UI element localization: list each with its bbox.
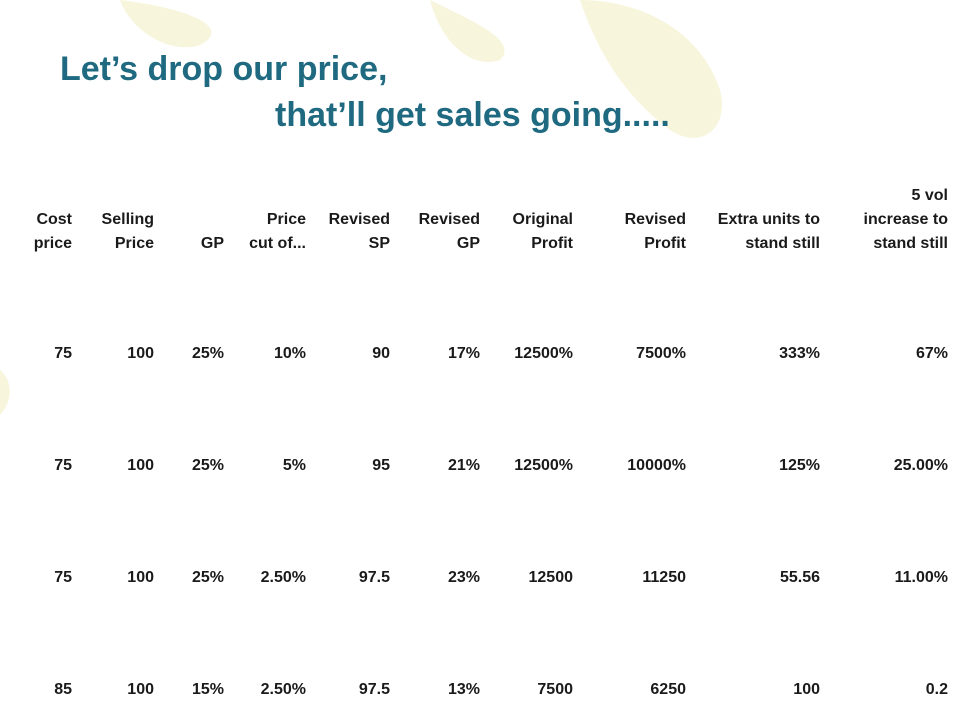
decor-leaf-top-left xyxy=(120,0,212,48)
table-cell: 75 xyxy=(54,457,72,474)
decor-leaf-left-edge xyxy=(0,370,10,415)
table-cell: 97.5 xyxy=(358,681,390,698)
table-cell: 100 xyxy=(127,681,154,698)
table-cell: 2.50% xyxy=(260,681,306,698)
table-cell: 21% xyxy=(447,457,480,474)
table-cell: 7500 xyxy=(537,681,573,698)
table-cell: 2.50% xyxy=(260,569,306,586)
table-cell: 100 xyxy=(793,681,820,698)
header-revised-profit: Revised Profit xyxy=(624,211,686,252)
table-cell: 17% xyxy=(447,345,480,362)
decor-leaf-top-right xyxy=(580,0,722,138)
table-cell: 125% xyxy=(779,457,820,474)
table-cell: 100 xyxy=(127,569,154,586)
header-selling-price: Selling Price xyxy=(101,211,154,252)
table-cell: 25% xyxy=(191,345,224,362)
table-cell: 11.00% xyxy=(894,569,948,586)
table-cell: 55.56 xyxy=(779,569,820,586)
table-cell: 7500% xyxy=(636,345,686,362)
table-cell: 6250 xyxy=(650,681,686,698)
table-cell: 23% xyxy=(447,569,480,586)
header-original-profit: Original Profit xyxy=(512,211,573,252)
table-cell: 11250 xyxy=(642,569,686,586)
table-cell: 75 xyxy=(54,569,72,586)
header-revised-sp: Revised SP xyxy=(328,211,390,252)
table-cell: 95 xyxy=(372,457,390,474)
table-cell: 25% xyxy=(191,457,224,474)
table-cell: 12500% xyxy=(514,457,573,474)
decor-leaf-top-center xyxy=(430,0,505,62)
table-cell: 67% xyxy=(915,345,948,362)
slide-title-line-1: Let’s drop our price, xyxy=(60,50,388,88)
table-cell: 0.2 xyxy=(925,681,948,698)
table-cell: 97.5 xyxy=(358,569,390,586)
table-cell: 85 xyxy=(54,681,72,698)
header-price-cut: Price cut of... xyxy=(249,211,306,252)
table-cell: 12500 xyxy=(528,569,574,586)
table-cell: 12500% xyxy=(514,345,573,362)
table-cell: 100 xyxy=(127,457,154,474)
header-revised-gp: Revised GP xyxy=(418,211,480,252)
table-cell: 5% xyxy=(282,457,306,474)
table-cell: 13% xyxy=(447,681,480,698)
table-cell: 10% xyxy=(273,345,306,362)
header-vol-increase: 5 vol increase to stand still xyxy=(863,187,948,252)
table-cell: 90 xyxy=(372,345,390,362)
header-extra-units: Extra units to stand still xyxy=(717,211,820,252)
slide-title-line-2: that’ll get sales going..... xyxy=(275,96,670,134)
header-cost-price: Cost price xyxy=(33,211,72,252)
header-gp: GP xyxy=(200,235,224,252)
table-cell: 25% xyxy=(191,569,224,586)
table-cell: 333% xyxy=(779,345,820,362)
table-cell: 100 xyxy=(127,345,154,362)
table-cell: 15% xyxy=(191,681,224,698)
table-cell: 25.00% xyxy=(893,457,948,474)
table-cell: 10000% xyxy=(627,457,686,474)
table-cell: 75 xyxy=(54,345,72,362)
